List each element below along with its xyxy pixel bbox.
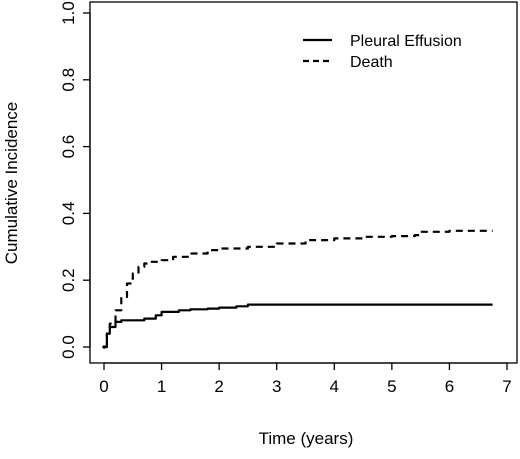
y-tick-label: 0.2 bbox=[59, 268, 78, 292]
y-tick-label: 0.6 bbox=[59, 135, 78, 159]
series-start-point bbox=[102, 345, 106, 349]
legend-label-pleural-effusion: Pleural Effusion bbox=[350, 33, 462, 50]
y-tick-label: 0.4 bbox=[59, 202, 78, 226]
y-tick-label: 0.0 bbox=[59, 335, 78, 359]
x-tick-label: 0 bbox=[99, 377, 108, 396]
x-tick-label: 1 bbox=[157, 377, 166, 396]
legend-label-death: Death bbox=[350, 54, 393, 71]
plot-frame bbox=[89, 1, 518, 364]
x-axis: 0 1 2 3 4 5 6 7 bbox=[99, 362, 512, 396]
x-tick-label: 6 bbox=[445, 377, 454, 396]
series-line-death bbox=[104, 229, 493, 349]
legend: Pleural Effusion Death bbox=[303, 33, 462, 71]
x-tick-label: 2 bbox=[214, 377, 223, 396]
x-tick-label: 3 bbox=[272, 377, 281, 396]
x-tick-label: 4 bbox=[330, 377, 339, 396]
x-tick-label: 7 bbox=[502, 377, 511, 396]
y-tick-label: 0.8 bbox=[59, 68, 78, 92]
series-layer bbox=[102, 229, 493, 349]
y-axis: 0.0 0.2 0.4 0.6 0.8 1.0 bbox=[59, 1, 91, 359]
series-line-pleural-effusion bbox=[104, 303, 493, 349]
x-axis-label: Time (years) bbox=[259, 429, 354, 448]
y-tick-label: 1.0 bbox=[59, 1, 78, 25]
y-axis-label: Cumulative Incidence bbox=[2, 102, 21, 265]
x-tick-label: 5 bbox=[387, 377, 396, 396]
